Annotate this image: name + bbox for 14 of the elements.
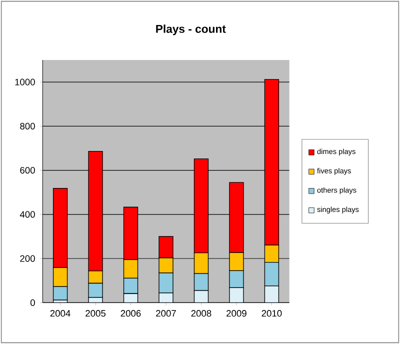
x-tick-label: 2007 bbox=[156, 310, 176, 317]
x-tick-label: 2010 bbox=[262, 310, 282, 317]
y-tick-label: 200 bbox=[20, 255, 35, 262]
x-tick-label: 2009 bbox=[226, 310, 246, 317]
y-tick-label: 800 bbox=[20, 122, 35, 130]
y-tick-label: 400 bbox=[20, 211, 35, 218]
x-tick-label: 2006 bbox=[120, 310, 141, 317]
x-tick-label: 2005 bbox=[86, 310, 106, 317]
y-tick-label: 1000 bbox=[15, 78, 35, 86]
x-tick-label: 2008 bbox=[191, 310, 212, 317]
y-tick-label: 600 bbox=[20, 167, 35, 174]
x-tick-label: 2004 bbox=[50, 310, 70, 317]
y-tick-label: 0 bbox=[30, 299, 35, 306]
chart-title: Plays - count bbox=[156, 24, 226, 36]
